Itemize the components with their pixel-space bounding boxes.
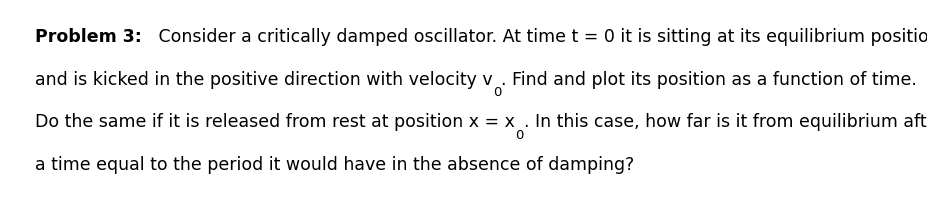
Text: Problem 3:: Problem 3: — [35, 28, 142, 46]
Text: and is kicked in the positive direction with velocity v: and is kicked in the positive direction … — [35, 71, 492, 89]
Text: a time equal to the period it would have in the absence of damping?: a time equal to the period it would have… — [35, 156, 634, 174]
Text: . Find and plot its position as a function of time.: . Find and plot its position as a functi… — [501, 71, 916, 89]
Text: Do the same if it is released from rest at position x = x: Do the same if it is released from rest … — [35, 113, 514, 131]
Text: . In this case, how far is it from equilibrium after: . In this case, how far is it from equil… — [523, 113, 927, 131]
Text: Consider a critically damped oscillator. At time t = 0 it is sitting at its equi: Consider a critically damped oscillator.… — [142, 28, 927, 46]
Text: 0: 0 — [492, 86, 501, 99]
Text: 0: 0 — [514, 129, 523, 142]
